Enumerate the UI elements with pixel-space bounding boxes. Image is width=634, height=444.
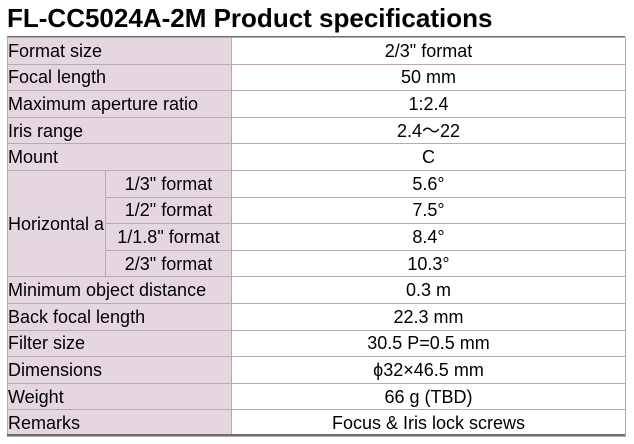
table-row: Weight 66 g (TBD) (7, 382, 626, 411)
angle-value: 8.4° (231, 223, 626, 251)
table-row: Mount C (7, 143, 626, 171)
spec-table: Format size 2/3" format Focal length 50 … (7, 37, 626, 437)
row-label-min-object-distance: Minimum object distance (7, 276, 232, 304)
table-row: Filter size 30.5 P=0.5 mm (7, 329, 626, 358)
row-value-aperture: 1:2.4 (231, 90, 626, 118)
table-bottom-rule (7, 434, 625, 436)
row-label-format-size: Format size (7, 37, 232, 65)
page-title: FL-CC5024A-2M Product specifications (7, 3, 493, 33)
row-label-focal-length: Focal length (7, 63, 232, 92)
row-label-dimensions: Dimensions (7, 356, 232, 384)
row-value-min-object-distance: 0.3 m (231, 276, 626, 304)
table-row: Back focal length 22.3 mm (7, 302, 626, 331)
row-value-remarks: Focus & Iris lock screws (231, 409, 626, 437)
row-label-remarks: Remarks (7, 409, 232, 437)
table-row: Dimensions ϕ32×46.5 mm (7, 356, 626, 384)
row-value-dimensions: ϕ32×46.5 mm (231, 356, 626, 384)
angle-format-label: 1/3" format (105, 169, 232, 198)
row-label-mount: Mount (7, 143, 232, 171)
row-label-iris-range: Iris range (7, 116, 232, 145)
table-row: Focal length 50 mm (7, 63, 626, 92)
row-label-back-focal-length: Back focal length (7, 302, 232, 331)
row-label-filter-size: Filter size (7, 329, 232, 358)
row-label-horizontal-angle: Horizontal angle of view (7, 169, 106, 278)
angle-value: 7.5° (231, 196, 626, 225)
row-value-weight: 66 g (TBD) (231, 382, 626, 411)
table-row: 1/2" format 7.5° (8, 196, 626, 225)
angle-format-label: 1/2" format (105, 196, 232, 225)
row-value-focal-length: 50 mm (231, 63, 626, 92)
row-label-weight: Weight (7, 382, 232, 411)
row-value-back-focal-length: 22.3 mm (231, 302, 626, 331)
table-row: Iris range 2.4～22 (7, 116, 626, 145)
angle-format-label: 1/1.8" format (105, 223, 232, 251)
table-row: 2/3" format 10.3° (8, 249, 626, 278)
table-row: Maximum aperture ratio 1:2.4 (7, 90, 626, 118)
table-row: 1/1.8" format 8.4° (8, 223, 626, 251)
row-value-iris-range: 2.4～22 (231, 116, 626, 145)
table-top-rule (7, 36, 625, 38)
row-value-mount: C (231, 143, 626, 171)
row-value-filter-size: 30.5 P=0.5 mm (231, 329, 626, 358)
angle-value: 10.3° (231, 249, 626, 278)
table-row: Horizontal angle of view 1/3" format 5.6… (7, 169, 626, 278)
table-row: Remarks Focus & Iris lock screws (7, 409, 626, 437)
angle-value: 5.6° (231, 169, 626, 198)
row-value-format-size: 2/3" format (231, 37, 626, 65)
table-row: Minimum object distance 0.3 m (7, 276, 626, 304)
row-label-aperture: Maximum aperture ratio (7, 90, 232, 118)
table-row: Format size 2/3" format (7, 37, 626, 65)
angle-format-label: 2/3" format (105, 249, 232, 278)
